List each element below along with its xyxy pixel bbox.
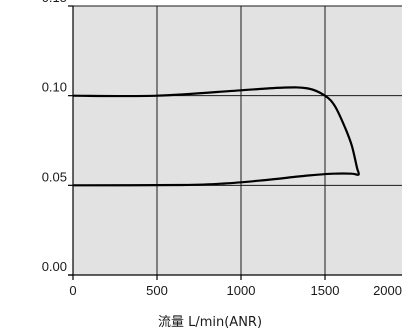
y-tick-labels: 0.00 0.05 0.10 0.15 (42, 0, 67, 274)
x-tick-label: 1000 (227, 283, 256, 298)
y-tick-label: 0.05 (42, 169, 67, 184)
axes (68, 5, 402, 280)
y-tick-label: 0.00 (42, 259, 67, 274)
series-group (72, 86, 360, 187)
plot-background (73, 6, 402, 275)
series-line (72, 86, 360, 187)
x-tick-label: 2000 (373, 283, 402, 298)
x-tick-label: 500 (146, 283, 168, 298)
x-tick-label: 1500 (311, 283, 340, 298)
y-tick-label: 0.15 (42, 0, 67, 5)
x-axis-label: 流量 L/min(ANR) (158, 315, 262, 330)
y-tick-label: 0.10 (42, 80, 67, 95)
x-tick-labels: 0 500 1000 1500 2000 (69, 283, 402, 298)
x-tick-label: 0 (69, 283, 76, 298)
